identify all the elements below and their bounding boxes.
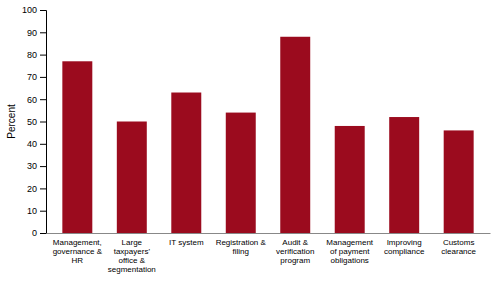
y-axis: 0 10 20 30 40 50 60 70 80 90 100 bbox=[22, 5, 47, 238]
y-tick-mark bbox=[40, 211, 46, 212]
y-axis-line bbox=[40, 11, 47, 234]
y-tick-mark bbox=[40, 32, 46, 33]
y-tick-mark bbox=[40, 99, 46, 100]
x-tick-label: Largetaxpayers'office &segmentation bbox=[108, 238, 156, 275]
x-tick-label: Audit &verificationprogram bbox=[276, 238, 314, 265]
y-tick-label: 80 bbox=[27, 50, 37, 60]
y-tick: 90 bbox=[27, 28, 46, 38]
y-tick-label: 50 bbox=[27, 117, 37, 127]
x-tick-label-line: taxpayers' bbox=[114, 247, 151, 256]
x-tick: Management,governance &HR bbox=[53, 238, 103, 265]
bar bbox=[280, 37, 310, 233]
y-tick-label: 70 bbox=[27, 72, 37, 82]
x-tick-label-line: Management bbox=[326, 238, 373, 247]
y-tick-mark bbox=[40, 166, 46, 167]
plot: 0 10 20 30 40 50 60 70 80 90 100 Management,governa… bbox=[22, 5, 491, 274]
x-tick: Audit &verificationprogram bbox=[276, 238, 314, 265]
x-tick: Customsclearance bbox=[441, 238, 476, 256]
y-tick: 50 bbox=[27, 117, 46, 127]
x-tick-label-line: Customs bbox=[443, 238, 475, 247]
y-tick: 10 bbox=[27, 206, 46, 216]
y-tick: 60 bbox=[27, 95, 46, 105]
x-tick-label-line: governance & bbox=[53, 247, 103, 256]
x-tick-label-line: obligations bbox=[331, 256, 369, 265]
bar bbox=[62, 61, 92, 233]
y-tick: 40 bbox=[27, 139, 46, 149]
y-tick: 70 bbox=[27, 72, 46, 82]
bars bbox=[62, 37, 473, 233]
x-tick-label-line: office & bbox=[119, 256, 146, 265]
y-tick-label: 20 bbox=[27, 184, 37, 194]
bar bbox=[335, 126, 365, 233]
y-tick-mark bbox=[40, 55, 46, 56]
x-tick: Managementof paymentobligations bbox=[326, 238, 373, 265]
y-tick: 0 bbox=[32, 228, 46, 238]
y-tick-mark bbox=[40, 10, 46, 11]
x-axis: Management,governance &HRLargetaxpayers'… bbox=[47, 234, 491, 275]
y-tick: 100 bbox=[22, 5, 46, 15]
y-tick-label: 90 bbox=[27, 28, 37, 38]
y-tick-mark bbox=[40, 144, 46, 145]
x-tick-label-line: compliance bbox=[384, 247, 425, 256]
x-tick-label-line: segmentation bbox=[108, 265, 156, 274]
x-tick: IT system bbox=[169, 238, 204, 247]
x-tick-label: Management,governance &HR bbox=[53, 238, 103, 265]
x-tick-label: Registration &filing bbox=[216, 238, 267, 256]
y-tick: 80 bbox=[27, 50, 46, 60]
x-tick-label: Customsclearance bbox=[441, 238, 476, 256]
x-tick-label-line: IT system bbox=[169, 238, 204, 247]
y-tick-mark bbox=[40, 233, 46, 234]
y-tick-mark bbox=[40, 188, 46, 189]
x-tick-label-line: program bbox=[280, 256, 310, 265]
x-tick-label-line: Registration & bbox=[216, 238, 267, 247]
y-tick-label: 40 bbox=[27, 139, 37, 149]
y-tick-label: 0 bbox=[32, 228, 37, 238]
y-tick-label: 60 bbox=[27, 95, 37, 105]
x-tick-label-line: Improving bbox=[387, 238, 422, 247]
x-tick-label: Improvingcompliance bbox=[384, 238, 425, 256]
y-tick: 30 bbox=[27, 161, 46, 171]
x-tick-label-line: filing bbox=[233, 247, 249, 256]
x-tick: Largetaxpayers'office &segmentation bbox=[108, 238, 156, 275]
x-tick-label-line: clearance bbox=[441, 247, 476, 256]
bar bbox=[226, 113, 256, 233]
bar bbox=[117, 122, 147, 234]
x-tick-label-line: Large bbox=[122, 238, 143, 247]
y-tick-label: 30 bbox=[27, 161, 37, 171]
y-tick-label: 10 bbox=[27, 206, 37, 216]
y-tick-label: 100 bbox=[22, 5, 37, 15]
bar bbox=[444, 130, 474, 233]
y-axis-title: Percent bbox=[6, 104, 17, 139]
x-axis-line bbox=[47, 233, 491, 234]
y-tick-mark bbox=[40, 122, 46, 123]
x-tick: Registration &filing bbox=[216, 238, 267, 256]
x-tick-label-line: Management, bbox=[53, 238, 102, 247]
x-tick-label-line: HR bbox=[72, 256, 84, 265]
chart: 0 10 20 30 40 50 60 70 80 90 100 Management,governa… bbox=[0, 0, 500, 289]
x-tick-label: Managementof paymentobligations bbox=[326, 238, 373, 265]
y-tick-mark bbox=[40, 77, 46, 78]
x-tick-label: IT system bbox=[169, 238, 204, 247]
y-tick: 20 bbox=[27, 184, 46, 194]
x-tick-label-line: verification bbox=[276, 247, 314, 256]
x-tick-label-line: Audit & bbox=[282, 238, 308, 247]
bar bbox=[389, 117, 419, 233]
x-tick: Improvingcompliance bbox=[384, 238, 425, 256]
bar bbox=[171, 93, 201, 233]
x-tick-label-line: of payment bbox=[330, 247, 370, 256]
